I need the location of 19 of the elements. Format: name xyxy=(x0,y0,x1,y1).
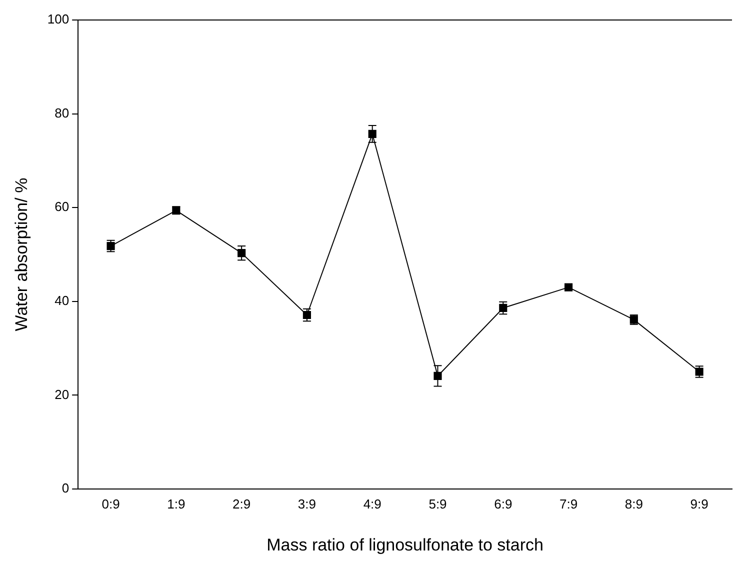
x-tick-label: 5:9 xyxy=(428,496,447,512)
y-tick-label: 60 xyxy=(54,199,70,214)
y-tick-label: 0 xyxy=(62,480,70,496)
x-tick-label: 8:9 xyxy=(624,496,643,512)
x-tick-label: 2:9 xyxy=(232,496,251,512)
x-tick-label: 9:9 xyxy=(690,496,708,512)
y-tick-label: 100 xyxy=(47,12,70,27)
y-tick-label: 80 xyxy=(54,105,70,120)
x-tick-label: 3:9 xyxy=(298,496,316,512)
x-tick-label: 6:9 xyxy=(494,496,512,512)
x-tick-label: 4:9 xyxy=(363,496,382,512)
x-tick-label: 7:9 xyxy=(559,496,578,512)
point xyxy=(434,372,442,380)
y-tick-label: 40 xyxy=(54,292,70,308)
x-tick-label: 1:9 xyxy=(167,496,186,512)
x-axis-title: Mass ratio of lignosulfonate to starch xyxy=(266,535,544,554)
x-tick-label: 0:9 xyxy=(102,496,120,512)
y-tick-label: 20 xyxy=(54,386,70,402)
y-axis-title: Water absorption/ % xyxy=(12,178,31,332)
